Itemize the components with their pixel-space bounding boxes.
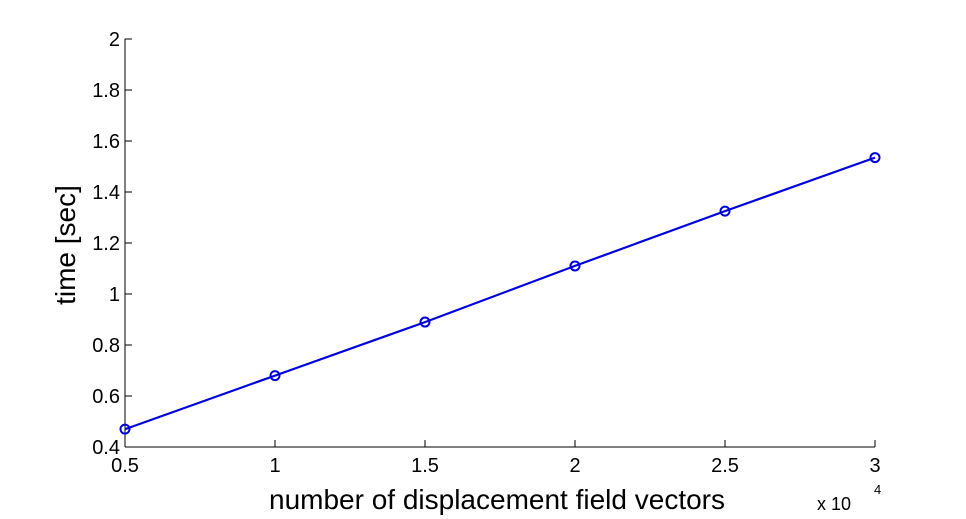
x-multiplier-base: x 10 (817, 494, 851, 514)
y-axis-title: time [sec] (50, 185, 81, 305)
y-tick-label: 0.4 (92, 437, 120, 459)
data-point (719, 205, 731, 217)
data-point (569, 260, 581, 272)
ticks: 0.5 1 1.5 2 2.5 3 0.4 0.6 0.8 1 1.2 1.4 1.6 1.8 2 (92, 29, 880, 477)
y-tick-label: 1.6 (92, 131, 120, 153)
y-tick-label: 1 (109, 284, 120, 306)
x-tick-label: 0.5 (111, 455, 139, 477)
x-tick-label: 3 (869, 455, 880, 477)
y-tick-label: 0.6 (92, 386, 120, 408)
series-layer (119, 152, 881, 435)
x-tick-label: 1 (269, 455, 280, 477)
x-axis-title: number of displacement field vectors (269, 484, 725, 515)
data-point (419, 316, 431, 328)
y-tick-label: 1.4 (92, 182, 120, 204)
axes (124, 39, 875, 448)
y-tick-label: 0.8 (92, 335, 120, 357)
y-tick-label: 1.8 (92, 80, 120, 102)
data-point (269, 370, 281, 382)
y-tick-label: 1.2 (92, 233, 120, 255)
y-tick-label: 2 (109, 29, 120, 51)
x-tick-label: 2 (569, 455, 580, 477)
x-multiplier-exponent: 4 (874, 482, 881, 497)
x-tick-label: 1.5 (411, 455, 439, 477)
x-tick-label: 2.5 (711, 455, 739, 477)
data-point (119, 423, 131, 435)
series-line (124, 156, 876, 431)
data-point (869, 152, 881, 164)
